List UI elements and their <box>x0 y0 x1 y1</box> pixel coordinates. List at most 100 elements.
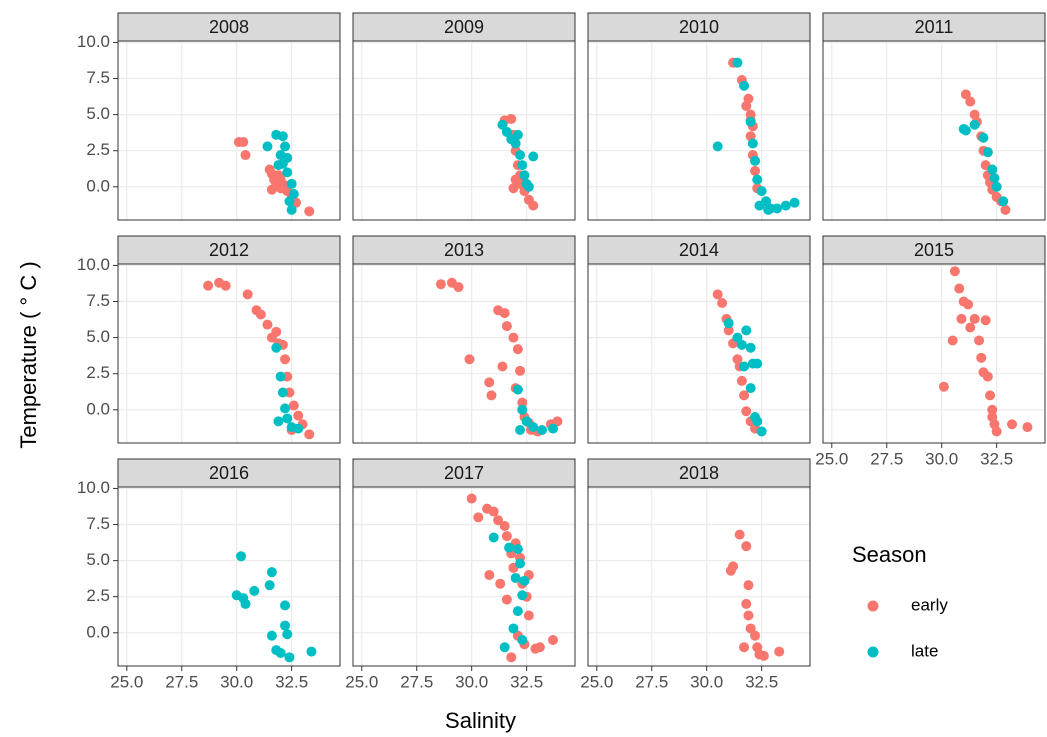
point <box>517 635 528 646</box>
point <box>758 650 769 661</box>
point <box>484 570 495 581</box>
point <box>266 184 277 195</box>
point <box>284 652 295 663</box>
point <box>508 332 519 343</box>
point <box>275 371 286 382</box>
point <box>965 322 976 333</box>
strip <box>117 235 341 265</box>
point <box>528 422 539 433</box>
point <box>756 186 767 197</box>
point <box>523 610 534 621</box>
x-tick-label: 25.0 <box>580 672 613 691</box>
point <box>976 352 987 363</box>
point <box>741 541 752 552</box>
x-tick-label: 32.5 <box>510 672 543 691</box>
panel <box>588 487 810 666</box>
point <box>741 406 752 417</box>
point <box>517 160 528 171</box>
panel <box>588 41 810 220</box>
point <box>240 598 251 609</box>
point <box>745 116 756 127</box>
y-tick-label: 2.5 <box>86 140 110 159</box>
x-tick-label: 32.5 <box>980 449 1013 468</box>
panel <box>118 41 340 220</box>
point <box>743 580 754 591</box>
point <box>732 332 743 343</box>
panel <box>588 264 810 443</box>
panel-border <box>352 263 576 444</box>
point <box>275 174 286 185</box>
point <box>960 89 971 100</box>
point <box>750 412 761 423</box>
point <box>519 170 530 181</box>
y-tick-label: 0.0 <box>86 399 110 418</box>
point <box>499 520 510 531</box>
x-axis-title: Salinity <box>445 708 516 733</box>
point <box>284 196 295 207</box>
point <box>497 361 508 372</box>
point <box>495 578 506 589</box>
facet-title: 2015 <box>914 240 954 260</box>
point <box>508 623 519 634</box>
point <box>484 377 495 388</box>
x-tick-label: 30.0 <box>690 672 723 691</box>
point <box>521 416 532 427</box>
point <box>262 141 273 152</box>
point <box>280 141 291 152</box>
point <box>304 206 315 217</box>
point <box>752 174 763 185</box>
point <box>282 167 293 178</box>
point <box>998 196 1009 207</box>
point <box>508 183 519 194</box>
point <box>453 282 464 293</box>
legend-label: early <box>911 595 948 614</box>
point <box>712 289 723 300</box>
point <box>501 126 512 137</box>
point <box>980 315 991 326</box>
point <box>493 515 504 526</box>
strip <box>587 12 811 42</box>
point <box>750 155 761 166</box>
facet-title: 2014 <box>679 240 719 260</box>
point <box>960 125 971 136</box>
y-tick-label: 0.0 <box>86 176 110 195</box>
point <box>510 572 521 583</box>
point <box>515 425 526 436</box>
panel <box>353 487 575 666</box>
panel-border <box>352 486 576 667</box>
y-tick-label: 5.0 <box>86 104 110 123</box>
point <box>756 426 767 437</box>
point <box>242 289 253 300</box>
point <box>255 309 266 320</box>
facet-title: 2012 <box>209 240 249 260</box>
x-tick-label: 27.5 <box>870 449 903 468</box>
point <box>506 652 517 663</box>
x-tick-label: 25.0 <box>815 449 848 468</box>
point <box>203 280 214 291</box>
y-tick-label: 7.5 <box>86 514 110 533</box>
point <box>271 326 282 337</box>
point <box>510 174 521 185</box>
point <box>728 561 739 572</box>
legend-label: late <box>911 641 938 660</box>
point <box>499 642 510 653</box>
point <box>280 620 291 631</box>
point <box>736 339 747 350</box>
point <box>512 129 523 140</box>
point <box>262 319 273 330</box>
x-tick-label: 27.5 <box>165 672 198 691</box>
strip <box>587 458 811 488</box>
strip <box>117 12 341 42</box>
panel-border <box>822 40 1046 221</box>
point <box>512 384 523 395</box>
point <box>280 354 291 365</box>
point <box>747 138 758 149</box>
point <box>282 413 293 424</box>
point <box>987 412 998 423</box>
point <box>745 623 756 634</box>
point <box>963 299 974 310</box>
point <box>266 567 277 578</box>
point <box>723 325 734 336</box>
point <box>965 96 976 107</box>
point <box>271 342 282 353</box>
